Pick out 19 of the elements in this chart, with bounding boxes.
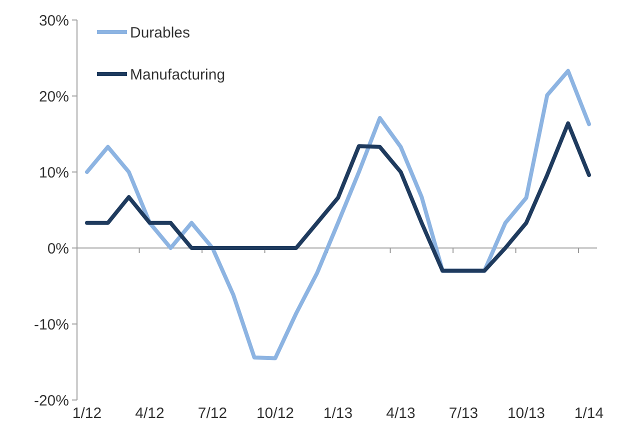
y-tick-label: -20%	[34, 392, 69, 410]
x-tick-label: 1/13	[323, 405, 353, 422]
x-tick-label: 10/13	[507, 405, 546, 422]
y-tick-label: 30%	[38, 12, 69, 30]
x-tick-label: 4/13	[386, 405, 416, 422]
line-series	[85, 68, 591, 360]
x-tick-label: 1/12	[72, 405, 102, 422]
y-tick-label: -10%	[34, 316, 69, 334]
x-tick-label: 4/12	[135, 405, 164, 422]
x-tick-label: 7/12	[198, 405, 228, 422]
x-tick-label: 7/13	[448, 405, 478, 422]
line-series	[85, 121, 591, 273]
x-tick-label: 10/12	[256, 405, 294, 422]
y-tick-label: 10%	[38, 164, 69, 182]
x-tick-label: 1/14	[574, 405, 604, 422]
y-tick-label: 20%	[38, 88, 69, 106]
legend-label: Manufacturing	[130, 66, 226, 84]
legend-label: Durables	[130, 24, 190, 42]
y-tick-label: 0%	[47, 240, 69, 258]
